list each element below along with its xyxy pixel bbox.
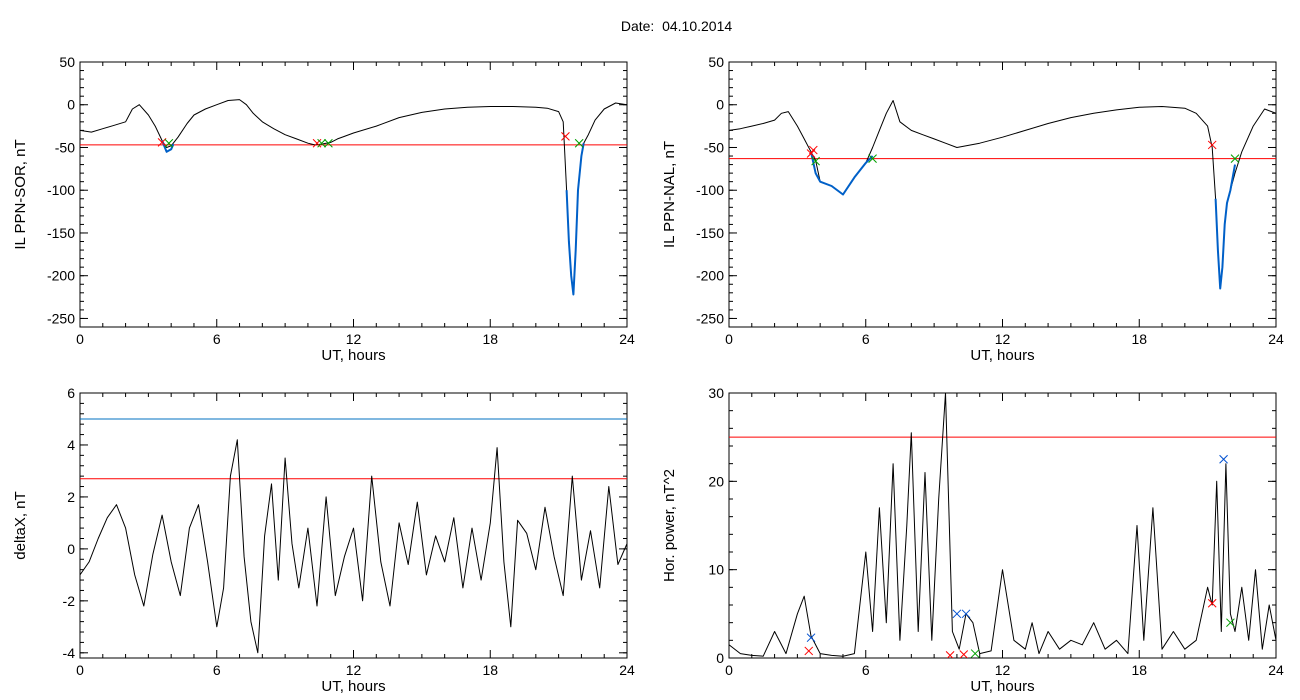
y-tick-label: 30 bbox=[708, 385, 724, 401]
x-marker bbox=[1207, 598, 1217, 608]
event-segment bbox=[565, 143, 585, 296]
y-axis-label: deltaX, nT bbox=[12, 491, 29, 559]
x-marker bbox=[868, 154, 877, 163]
plot-area bbox=[729, 100, 1276, 290]
plot-area bbox=[80, 418, 627, 654]
x-marker bbox=[1219, 454, 1228, 464]
x-marker bbox=[561, 132, 570, 141]
y-tick-label: -200 bbox=[696, 268, 724, 284]
y-tick-label: 2 bbox=[67, 489, 75, 505]
x-tick-label: 24 bbox=[619, 662, 635, 678]
y-tick-label: -4 bbox=[63, 645, 76, 661]
y-tick-label: -150 bbox=[696, 225, 724, 241]
x-tick-label: 0 bbox=[725, 662, 733, 678]
y-axis-label: IL PPN-NAL, nT bbox=[661, 141, 678, 248]
plot-sor: 0 6 12 18 24 50 0 -50 -100 -150 -200 -250 UT, hours I… bbox=[12, 54, 635, 364]
x-tick-label: 24 bbox=[1268, 662, 1284, 678]
x-tick-label: 6 bbox=[862, 331, 870, 347]
series-line bbox=[729, 393, 1276, 657]
y-tick-label: -100 bbox=[47, 182, 75, 198]
y-axis-label: IL PPN-SOR, nT bbox=[12, 139, 29, 249]
x-tick-label: 18 bbox=[482, 331, 498, 347]
x-tick-label: 12 bbox=[346, 331, 362, 347]
x-marker bbox=[804, 646, 814, 656]
y-tick-label: -100 bbox=[696, 182, 724, 198]
x-marker bbox=[811, 156, 820, 166]
y-tick-label: 10 bbox=[708, 562, 724, 578]
plot-frame bbox=[728, 392, 1277, 659]
x-tick-label: 0 bbox=[76, 331, 84, 347]
x-tick-label: 6 bbox=[862, 662, 870, 678]
x-marker bbox=[317, 138, 326, 148]
series-line bbox=[729, 100, 1276, 289]
y-tick-label: 50 bbox=[708, 54, 724, 70]
x-axis-label: UT, hours bbox=[321, 347, 385, 364]
x-marker bbox=[970, 649, 980, 658]
x-tick-label: 18 bbox=[1131, 662, 1147, 678]
x-axis-label: UT, hours bbox=[321, 678, 385, 695]
x-marker bbox=[324, 138, 333, 148]
x-marker bbox=[312, 138, 322, 148]
x-axis-label: UT, hours bbox=[970, 347, 1034, 364]
y-axis-label: Hor. power, nT^2 bbox=[661, 469, 678, 582]
y-tick-label: -250 bbox=[696, 310, 724, 326]
x-tick-label: 24 bbox=[1268, 331, 1284, 347]
y-tick-label: 0 bbox=[67, 97, 75, 113]
y-tick-label: -150 bbox=[47, 225, 75, 241]
date-label: Date: bbox=[620, 18, 655, 34]
plot-deltax: 0 6 12 18 24 6 4 2 0 -2 -4 UT, hours deltaX, nT bbox=[12, 385, 635, 695]
x-tick-label: 24 bbox=[619, 331, 635, 347]
x-marker bbox=[952, 609, 962, 619]
plot-frame bbox=[79, 61, 628, 328]
x-tick-label: 0 bbox=[76, 662, 84, 678]
x-marker bbox=[1207, 140, 1217, 150]
series-line bbox=[80, 439, 627, 654]
x-tick-label: 18 bbox=[482, 662, 498, 678]
x-tick-label: 0 bbox=[725, 331, 733, 347]
chart-title: Date: 04.10.2014 bbox=[0, 18, 1300, 34]
y-tick-label: 0 bbox=[716, 650, 724, 666]
plot-area bbox=[729, 393, 1276, 658]
y-tick-label: 50 bbox=[59, 54, 75, 70]
x-tick-label: 18 bbox=[1131, 331, 1147, 347]
plot-horpower: 0 6 12 18 24 30 20 10 0 UT, hours Hor. power, nT^2 bbox=[661, 385, 1284, 695]
event-segment bbox=[810, 151, 874, 196]
x-tick-label: 12 bbox=[995, 331, 1011, 347]
x-marker bbox=[806, 633, 816, 643]
plot-area bbox=[80, 99, 627, 296]
y-tick-label: -50 bbox=[55, 139, 75, 155]
y-tick-label: -2 bbox=[63, 593, 76, 609]
x-tick-label: 12 bbox=[346, 662, 362, 678]
x-marker bbox=[806, 149, 816, 158]
event-segment bbox=[1214, 164, 1236, 290]
plot-frame bbox=[728, 61, 1277, 328]
x-marker bbox=[1230, 154, 1240, 163]
y-tick-label: 0 bbox=[716, 97, 724, 113]
x-tick-label: 6 bbox=[213, 331, 221, 347]
y-tick-label: 0 bbox=[67, 541, 75, 557]
y-tick-label: -200 bbox=[47, 268, 75, 284]
x-tick-label: 6 bbox=[213, 662, 221, 678]
x-marker bbox=[945, 650, 955, 658]
x-marker bbox=[959, 650, 969, 658]
x-marker bbox=[1226, 618, 1235, 628]
y-tick-label: 4 bbox=[67, 437, 75, 453]
y-tick-label: -50 bbox=[704, 139, 724, 155]
y-tick-label: 20 bbox=[708, 473, 724, 489]
plot-nal: 0 6 12 18 24 50 0 -50 -100 -150 -200 -250 UT, hours I… bbox=[661, 54, 1284, 364]
x-marker bbox=[961, 609, 971, 619]
series-line bbox=[80, 99, 627, 295]
plot-frame bbox=[79, 392, 628, 659]
x-axis-label: UT, hours bbox=[970, 678, 1034, 695]
x-tick-label: 12 bbox=[995, 662, 1011, 678]
date-value: 04.10.2014 bbox=[662, 18, 733, 34]
y-tick-label: -250 bbox=[47, 310, 75, 326]
x-marker bbox=[164, 138, 174, 148]
x-marker bbox=[574, 138, 584, 148]
y-tick-label: 6 bbox=[67, 385, 75, 401]
